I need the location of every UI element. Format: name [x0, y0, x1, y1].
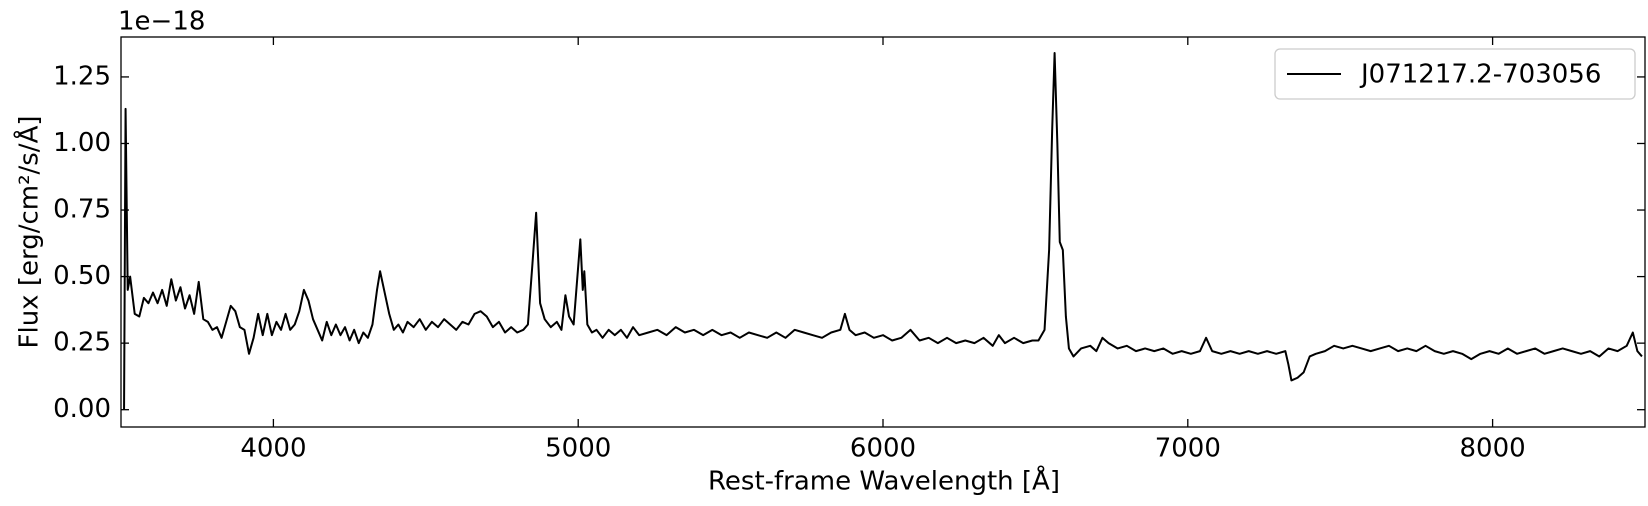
- x-tick-label: 8000: [1460, 434, 1526, 464]
- y-tick-label: 0.75: [53, 195, 111, 225]
- y-tick-label: 0.25: [53, 328, 111, 358]
- legend-box: [1274, 48, 1636, 100]
- y-tick-label: 0.00: [53, 394, 111, 424]
- x-tick-label: 4000: [240, 434, 306, 464]
- x-tick-label: 6000: [850, 434, 916, 464]
- legend-label: J071217.2-703056: [1359, 60, 1601, 90]
- y-tick-label: 1.25: [53, 61, 111, 91]
- spectrum-line: [123, 51, 1643, 410]
- y-tick-label: 0.50: [53, 261, 111, 291]
- x-tick-label: 7000: [1155, 434, 1221, 464]
- x-tick-label: 5000: [545, 434, 611, 464]
- y-tick-label: 1.00: [53, 128, 111, 158]
- axis-offset: 1e−18: [118, 7, 205, 37]
- y-axis-label: Flux [erg/cm²/s/Å]: [13, 116, 45, 349]
- x-axis-label: Rest-frame Wavelength [Å]: [708, 465, 1060, 497]
- plot-frame: [120, 36, 1646, 428]
